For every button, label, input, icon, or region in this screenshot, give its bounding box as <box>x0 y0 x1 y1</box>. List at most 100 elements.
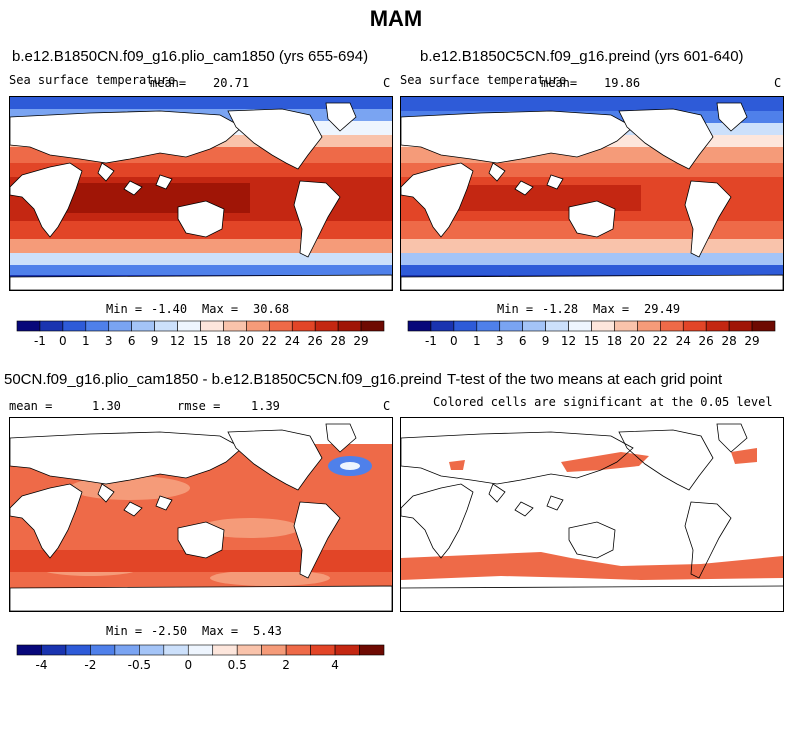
panel-plio-title: b.e12.B1850CN.f09_g16.plio_cam1850 (yrs … <box>12 48 369 65</box>
colorbar-tick-label: 3 <box>496 334 504 348</box>
panel-plio-mean-label: mean= <box>150 76 187 90</box>
panel-diff-mean-value: 1.30 <box>92 399 121 413</box>
panel-diff-units: C <box>383 399 391 413</box>
colorbar-tick-label: 28 <box>721 334 736 348</box>
colorbar-swatch <box>62 320 87 332</box>
colorbar-tick-label: -1 <box>425 334 437 348</box>
colorbar-swatch <box>187 644 214 656</box>
colorbar-swatch <box>728 320 753 332</box>
panel-preind-title: b.e12.B1850C5CN.f09_g16.preind (yrs 601-… <box>420 48 744 65</box>
colorbar-tick-label: 2 <box>282 658 290 672</box>
colorbar-swatch <box>285 644 311 656</box>
colorbar-tick-label: 20 <box>239 334 254 348</box>
colorbar-swatch <box>637 320 661 332</box>
colorbar-diff: -4 -2 -0.5 0 0.5 2 4 <box>16 644 386 677</box>
colorbar-swatch <box>334 644 360 656</box>
colorbar-swatch <box>568 320 592 332</box>
colorbar-swatch <box>310 644 336 656</box>
colorbar-tick-label: 15 <box>193 334 208 348</box>
colorbar-tick-label: 29 <box>744 334 759 348</box>
panel-ttest-title: T-test of the two means at each grid poi… <box>447 371 723 388</box>
panel-diff-mean-label: mean = <box>9 399 53 413</box>
colorbar-tick-label: 20 <box>630 334 645 348</box>
colorbar-swatch <box>39 320 64 332</box>
colorbar-swatch <box>545 320 569 332</box>
colorbar-swatch <box>139 644 165 656</box>
colorbar-swatch <box>614 320 638 332</box>
panel-preind-variable: Sea surface temperature <box>400 73 567 87</box>
colorbar-swatch <box>236 644 262 656</box>
panel-diff-min-label: Min = <box>106 624 143 638</box>
panel-ttest-map <box>400 417 784 612</box>
panel-diff-rmse-value: 1.39 <box>251 399 280 413</box>
colorbar-swatch <box>660 320 684 332</box>
colorbar-tick-label: 12 <box>561 334 576 348</box>
colorbar-tick-label: 9 <box>151 334 159 348</box>
colorbar-swatch <box>246 320 270 332</box>
colorbar-swatch <box>453 320 478 332</box>
colorbar-swatch <box>407 320 432 332</box>
colorbar-tick-label: 15 <box>584 334 599 348</box>
colorbar-tick-label: 4 <box>331 658 339 672</box>
colorbar-swatch <box>751 320 776 332</box>
colorbar-tick-label: 24 <box>285 334 300 348</box>
panel-preind-mean-value: 19.86 <box>604 76 641 90</box>
colorbar-tick-label: -2 <box>84 658 96 672</box>
colorbar-plio: -1 0 1 3 6 9 12 15 18 20 22 24 26 28 29 <box>16 320 386 353</box>
colorbar-swatch <box>41 644 67 656</box>
colorbar-tick-label: 9 <box>542 334 550 348</box>
colorbar-tick-label: 6 <box>519 334 527 348</box>
colorbar-swatch <box>682 320 707 332</box>
colorbar-swatch <box>114 644 140 656</box>
colorbar-tick-label: -1 <box>34 334 46 348</box>
colorbar-swatch <box>591 320 615 332</box>
colorbar-tick-label: 0 <box>184 658 192 672</box>
colorbar-tick-label: 22 <box>262 334 277 348</box>
panel-preind-max-label: Max = <box>593 302 630 316</box>
colorbar-swatch <box>360 320 385 332</box>
panel-preind-map <box>400 96 784 291</box>
colorbar-tick-label: 28 <box>330 334 345 348</box>
colorbar-swatch <box>90 644 116 656</box>
panel-diff-max-label: Max = <box>202 624 239 638</box>
colorbar-swatch <box>223 320 247 332</box>
colorbar-tick-label: 1 <box>82 334 90 348</box>
colorbar-tick-label: 18 <box>607 334 622 348</box>
panel-plio-min-value: -1.40 <box>151 302 188 316</box>
colorbar-tick-label: -4 <box>35 658 47 672</box>
panel-plio-max-label: Max = <box>202 302 239 316</box>
colorbar-swatch <box>269 320 293 332</box>
colorbar-swatch <box>705 320 730 332</box>
panel-preind-min-label: Min = <box>497 302 534 316</box>
colorbar-tick-label: 29 <box>353 334 368 348</box>
panel-plio-mean-value: 20.71 <box>213 76 250 90</box>
colorbar-tick-label: 18 <box>216 334 231 348</box>
colorbar-swatch <box>177 320 201 332</box>
colorbar-tick-label: 26 <box>699 334 714 348</box>
colorbar-swatch <box>154 320 178 332</box>
colorbar-swatch <box>131 320 155 332</box>
colorbar-swatch <box>430 320 455 332</box>
panel-ttest-subtitle: Colored cells are significant at the 0.0… <box>433 395 773 409</box>
panel-plio-max-value: 30.68 <box>253 302 290 316</box>
figure-title: MAM <box>369 6 423 31</box>
panel-preind-max-value: 29.49 <box>644 302 681 316</box>
colorbar-swatch <box>522 320 546 332</box>
colorbar-tick-label: 12 <box>170 334 185 348</box>
colorbar-tick-label: 0.5 <box>228 658 247 672</box>
colorbar-swatch <box>359 644 385 656</box>
panel-preind-mean-label: mean= <box>541 76 578 90</box>
panel-plio-map <box>9 96 393 291</box>
colorbar-tick-label: 0 <box>450 334 458 348</box>
panel-preind-units: C <box>774 76 782 90</box>
colorbar-swatch <box>200 320 224 332</box>
panel-plio-min-label: Min = <box>106 302 143 316</box>
colorbar-swatch <box>16 644 42 656</box>
panel-diff-map <box>9 417 393 612</box>
panel-diff-rmse-label: rmse = <box>177 399 221 413</box>
colorbar-swatch <box>16 320 41 332</box>
colorbar-swatch <box>314 320 339 332</box>
colorbar-tick-label: -0.5 <box>128 658 151 672</box>
colorbar-swatch <box>212 644 238 656</box>
colorbar-tick-label: 1 <box>473 334 481 348</box>
